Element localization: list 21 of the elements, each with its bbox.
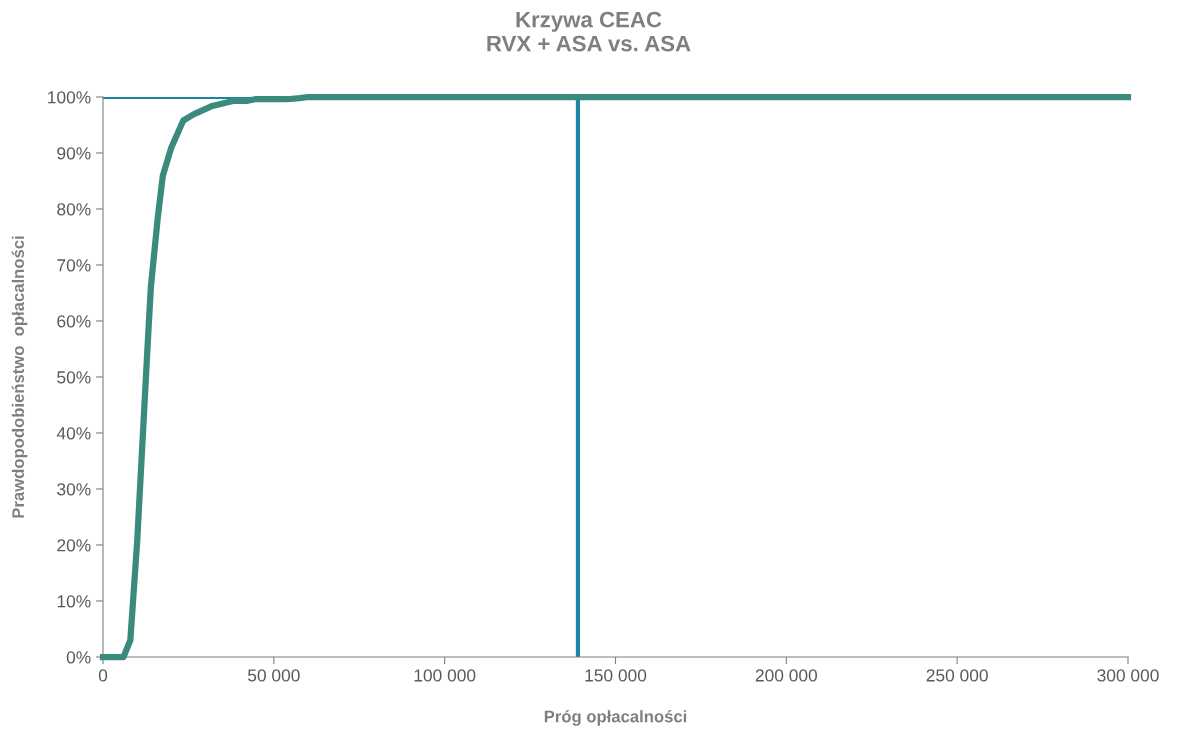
x-tick-label: 0 [98,669,108,682]
x-tick-label: 300 000 [1097,669,1159,682]
y-tick-label: 30% [57,483,91,496]
x-tick-label: 50 000 [247,669,300,682]
y-tick-label: 20% [57,539,91,552]
y-tick-label: 0% [66,651,91,664]
x-axis-title: Próg opłacalności [544,709,687,726]
chart-title: Krzywa CEAC RVX + ASA vs. ASA [487,11,691,52]
y-axis-title: Prawdopodobieństwo opłacalności [11,236,28,518]
y-tick-label: 90% [57,147,91,160]
x-tick-label: 100 000 [414,669,476,682]
y-tick-label: 50% [57,371,91,384]
x-tick-label: 250 000 [926,669,988,682]
y-tick-label: 10% [57,595,91,608]
y-tick-label: 80% [57,203,91,216]
y-tick-label: 70% [57,259,91,272]
y-tick-label: 100% [48,91,91,104]
y-tick-label: 40% [56,427,91,440]
x-tick-label: 200 000 [755,669,818,682]
y-tick-label: 60% [57,315,91,328]
x-tick-label: 150 000 [585,669,647,682]
